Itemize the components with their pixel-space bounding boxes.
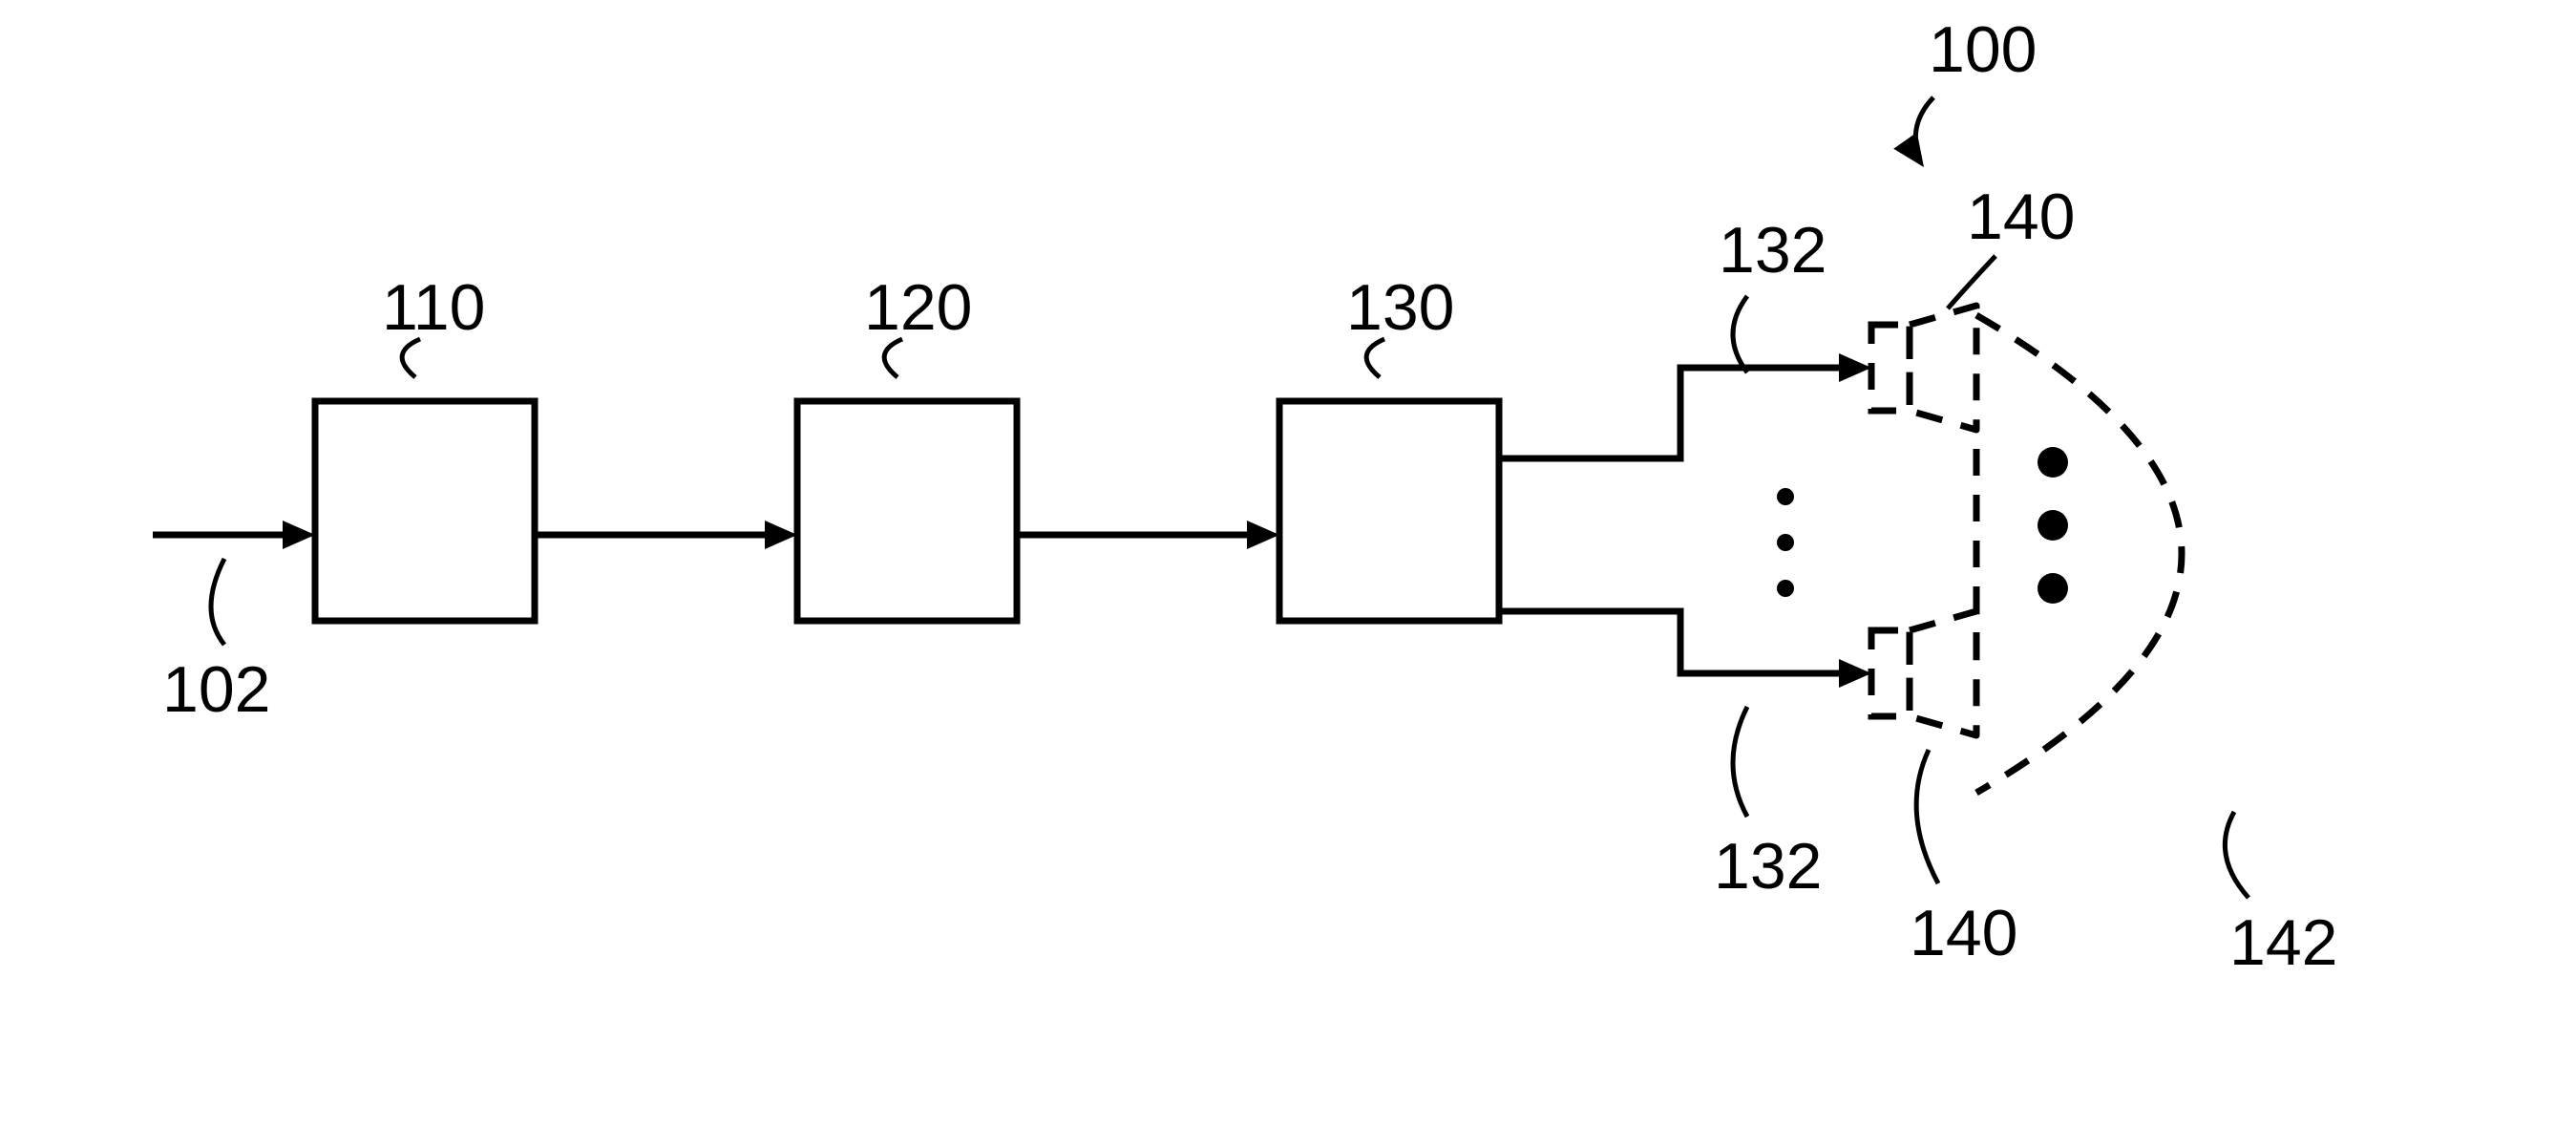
lbl100: 100 xyxy=(1929,13,2037,86)
lbl142: 142 xyxy=(2229,906,2337,979)
lbl130-leader xyxy=(1366,339,1384,377)
lbl120: 120 xyxy=(864,271,972,344)
lbl110-leader xyxy=(402,339,420,377)
lbl110: 110 xyxy=(382,271,485,344)
lbl140b: 140 xyxy=(1910,897,2017,969)
spk_bot-body xyxy=(1871,630,1910,716)
dots_left-dot xyxy=(1777,488,1794,505)
lbl120-leader xyxy=(884,339,902,377)
box130 xyxy=(1279,401,1499,621)
lbl132t: 132 xyxy=(1719,214,1826,287)
lbl132b-leader xyxy=(1733,707,1747,817)
box110 xyxy=(315,401,535,621)
lbl140t-leader xyxy=(1948,256,1995,308)
spk_bot-cone xyxy=(1910,611,1976,735)
dots_left-dot xyxy=(1777,580,1794,597)
dots_left-dot xyxy=(1777,534,1794,551)
lbl140t: 140 xyxy=(1967,181,2075,253)
lbl102: 102 xyxy=(162,653,270,726)
block-diagram: 100 110 120 130 102 132 140 132 140 142 xyxy=(0,0,2576,1127)
box120 xyxy=(797,401,1017,621)
spk_top-body xyxy=(1871,325,1910,411)
dots_right-dot xyxy=(2038,510,2068,541)
spk_top-cone xyxy=(1910,306,1976,430)
lbl140b-leader xyxy=(1916,750,1938,883)
projection-arc xyxy=(1976,315,2182,793)
lbl142-leader xyxy=(2225,812,2249,898)
lbl102-leader xyxy=(211,559,224,645)
dots_right-dot xyxy=(2038,573,2068,604)
lbl132b: 132 xyxy=(1714,830,1822,903)
lbl132t-leader xyxy=(1733,296,1747,372)
branch_bot xyxy=(1499,611,1843,673)
dots_right-dot xyxy=(2038,447,2068,478)
lbl130: 130 xyxy=(1346,271,1454,344)
branch_top xyxy=(1499,368,1843,458)
